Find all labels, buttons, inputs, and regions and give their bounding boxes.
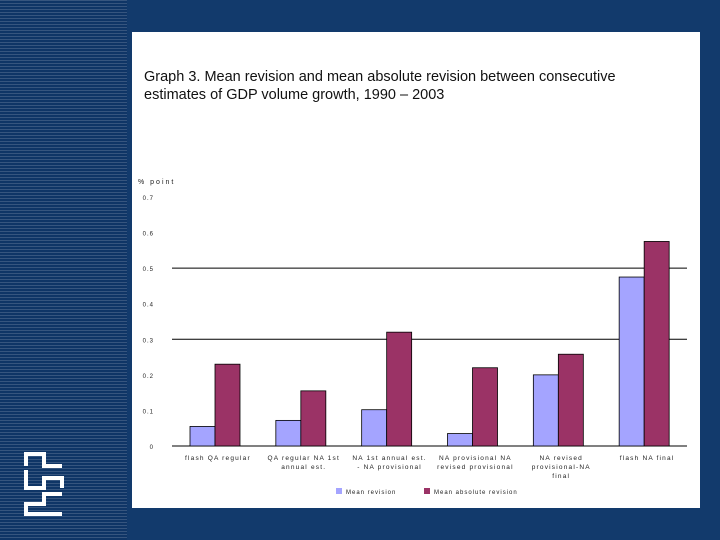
x-tick-label: revised provisional xyxy=(437,464,514,471)
legend-mean-revision-swatch xyxy=(336,488,342,494)
x-tick-label: annual est. xyxy=(281,464,326,471)
x-tick-label: QA regular NA 1st xyxy=(268,455,340,462)
bar-mean-absolute-revision xyxy=(300,390,327,447)
y-tick-label: 0.7 xyxy=(143,196,154,202)
bar-mean-absolute-revision xyxy=(214,363,241,447)
bar-mean-revision xyxy=(275,419,302,447)
x-tick-label: flash NA final xyxy=(620,455,675,462)
x-tick-label: flash QA regular xyxy=(185,455,251,462)
bar-mean-absolute-revision xyxy=(643,241,670,447)
y-axis-label: % point xyxy=(138,179,175,186)
y-tick-label: 0.1 xyxy=(143,409,154,415)
y-tick-label: 0.4 xyxy=(143,303,154,309)
bar-mean-revision xyxy=(618,276,645,447)
x-tick-label: NA revised xyxy=(540,455,583,462)
y-tick-label: 0.6 xyxy=(143,232,154,238)
bar-mean-revision xyxy=(361,409,388,447)
slide-panel: Graph 3. Mean revision and mean absolute… xyxy=(132,32,700,508)
x-tick-label: provisional-NA xyxy=(532,464,591,471)
x-tick-label: NA provisional NA xyxy=(439,455,512,462)
side-strip xyxy=(0,0,127,540)
bar-mean-revision xyxy=(532,374,559,447)
x-tick-label: NA 1st annual est. xyxy=(352,455,426,462)
cbs-logo-icon xyxy=(24,452,64,516)
title-line-2: estimates of GDP volume growth, 1990 – 2… xyxy=(144,87,445,103)
y-tick-label: 0.3 xyxy=(143,338,154,344)
bar-mean-absolute-revision xyxy=(386,331,413,447)
y-tick-label: 0.2 xyxy=(143,374,154,380)
bar-mean-absolute-revision xyxy=(557,353,584,447)
x-tick-label: - NA provisional xyxy=(357,464,422,471)
y-tick-label: 0 xyxy=(150,445,154,451)
chart-title: Graph 3. Mean revision and mean absolute… xyxy=(144,68,689,104)
bar-mean-absolute-revision xyxy=(472,367,498,447)
legend-mean-absolute-revision-swatch xyxy=(424,488,430,494)
bar-mean-revision xyxy=(447,433,473,447)
x-tick-label: final xyxy=(552,473,570,480)
legend-mean-absolute-revision-label: Mean absolute revision xyxy=(434,490,518,496)
title-line-1: Graph 3. Mean revision and mean absolute… xyxy=(144,69,616,85)
y-tick-label: 0.5 xyxy=(143,267,154,273)
legend-mean-revision-label: Mean revision xyxy=(346,490,396,496)
bar-chart: % point 0 0.1 0.2 0.3 0.4 0.5 0.6 0.7 flash QA re… xyxy=(138,179,687,496)
bar-mean-revision xyxy=(189,426,216,447)
